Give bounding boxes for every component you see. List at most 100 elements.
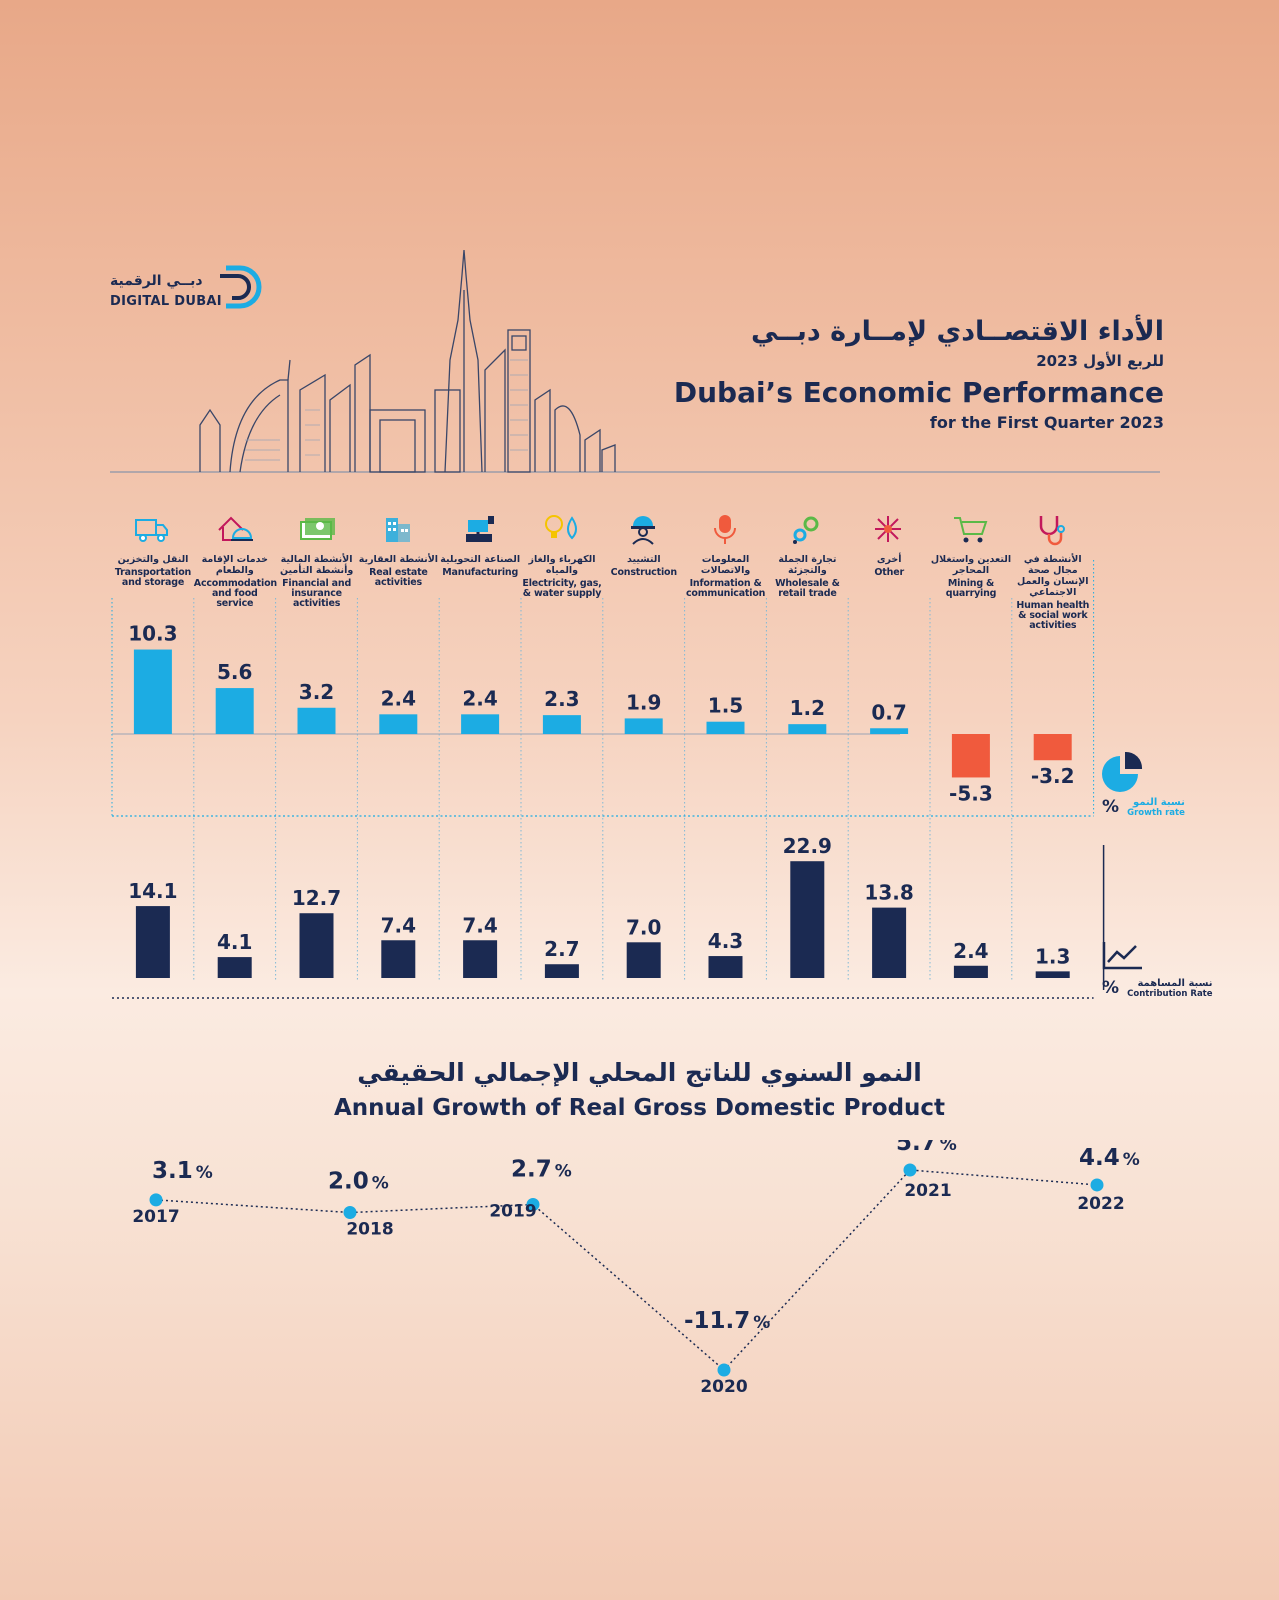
contribution-bar [299,913,334,978]
growth-bar [870,728,909,734]
contribution-bar [217,957,252,978]
cart-icon [930,512,1012,552]
sector-label: الأنشطة المالية وأنشطة التأمين Financial … [276,512,358,609]
contribution-bar [872,907,907,978]
contribution-value-label: 7.4 [462,913,497,937]
sector-label-english: Other [874,567,904,578]
contribution-bar [463,940,498,978]
growth-value-label: 1.9 [626,690,661,714]
sector-label: الأنشطة في مجال صحة الإنسان والعمل الاجت… [1012,512,1094,631]
gdp-unit: % [940,1140,957,1155]
gdp-point [1090,1178,1104,1192]
sector-label-english: Construction [610,567,677,578]
growth-value-label: 0.7 [871,700,906,724]
contribution-value-label: 12.7 [292,886,341,910]
gdp-value: 2.0 [328,1169,369,1195]
page-title-arabic: الأداء الاقتصــادي لإمــارة دبــي [750,316,1164,347]
contribution-bar [953,965,988,978]
contribution-bar [1035,971,1070,978]
gdp-point [526,1197,540,1211]
gears-icon [766,512,848,552]
gdp-unit: % [753,1313,770,1333]
growth-legend-arabic: نسبة النمو [1133,797,1185,808]
money-icon [276,512,358,552]
sector-label-arabic: الأنشطة العقارية [358,554,439,565]
factory-icon [439,512,521,552]
growth-bar [297,707,336,734]
gdp-unit: % [1123,1150,1140,1170]
sector-label-arabic: التشييد [626,554,661,565]
growth-value-label: -3.2 [1031,764,1075,788]
growth-bar [542,715,581,734]
gdp-point [903,1163,917,1177]
logo-arabic-text: دبــي الرقمية [110,273,203,289]
sector-label-english: Real estate activities [369,567,428,588]
contribution-value-label: 2.7 [544,937,579,961]
gdp-value-label: 4.4% [1079,1145,1140,1171]
gdp-unit: % [555,1161,572,1181]
growth-value-label: 2.4 [381,686,416,710]
sector-label: التشييد Construction [603,512,685,578]
gdp-value: 4.4 [1079,1145,1120,1171]
contribution-legend-english: Contribution Rate [1127,989,1213,999]
sector-label-english: Accommodation and food service [193,578,277,609]
gdp-point [717,1363,731,1377]
growth-bar [133,649,172,734]
contribution-bar [708,956,743,978]
growth-value-label: 2.4 [462,686,497,710]
annual-growth-title-arabic: النمو السنوي للناتج المحلي الإجمالي الحق… [357,1058,922,1087]
sector-label-arabic: التعدين واستغلال المحاجر [930,554,1012,576]
page-title-english: Dubai’s Economic Performance [673,376,1164,409]
microphone-icon [685,512,767,552]
hotel-icon [194,512,276,552]
gdp-point [343,1206,357,1220]
page-subtitle-arabic: للربع الأول 2023 [1036,352,1164,370]
growth-value-label: -5.3 [949,781,993,805]
growth-value-label: 2.3 [544,687,579,711]
sector-label-arabic: الكهرباء والغاز والمياه [528,554,596,576]
contribution-legend-percent: % [1102,978,1120,998]
contribution-value-label: 14.1 [128,879,177,903]
growth-bar [461,714,500,734]
gdp-value-label: -11.7% [684,1308,770,1334]
pie-icon [1102,751,1143,792]
growth-value-label: 1.2 [790,696,825,720]
gdp-value-label: 3.1% [152,1158,213,1184]
contribution-legend-arabic: نسبة المساهمة [1137,978,1213,989]
growth-legend-english: Growth rate [1127,808,1185,818]
gdp-value-label: 5.7% [896,1140,957,1156]
growth-legend-percent: % [1102,797,1120,817]
growth-value-label: 3.2 [299,680,334,704]
growth-value-label: 10.3 [128,622,177,646]
contribution-bar [790,861,825,978]
stethoscope-icon [1012,512,1094,552]
contribution-bar [135,906,170,978]
gdp-value: 5.7 [896,1140,937,1156]
sector-label-english: Information & communication [685,578,766,599]
annual-gdp-line-chart: 3.1 % 2017 2.0 % 2018 2.7 % 2019 -11.7 % 2020 5.7 % 20… [132,1140,1140,1397]
gdp-growth-line [155,1169,1098,1372]
sector-label: المعلومات والاتصالات Information & commun… [685,512,767,599]
contribution-value-label: 4.1 [217,930,252,954]
sector-label-arabic: المعلومات والاتصالات [700,554,751,576]
contribution-bar [381,940,416,978]
sector-label-arabic: النقل والتخزين [117,554,189,565]
gdp-year-label: 2017 [132,1207,179,1227]
bulb-drop-icon [521,512,603,552]
gdp-year-label: 2022 [1077,1194,1124,1214]
gdp-value: 2.7 [511,1156,552,1182]
page-subtitle-english: for the First Quarter 2023 [929,413,1164,432]
sector-label-arabic: الصناعة التحويلية [440,554,521,565]
growth-bar [379,714,418,734]
annual-growth-title-english: Annual Growth of Real Gross Domestic Pro… [333,1095,946,1121]
growth-value-label: 1.5 [708,694,743,718]
logo-english-text: DIGITAL DUBAI [110,294,222,309]
gdp-year-label: 2020 [700,1377,747,1397]
line-chart-icon [1102,942,1142,970]
gdp-year-label: 2021 [904,1181,951,1201]
sector-label: التعدين واستغلال المحاجر Mining & quarryi… [930,512,1012,599]
truck-icon [112,512,194,552]
sector-label-arabic: الأنشطة في مجال صحة الإنسان والعمل الاجت… [1017,554,1089,598]
contribution-value-label: 22.9 [783,834,832,858]
sector-label-english: Human health & social work activities [1016,600,1090,631]
